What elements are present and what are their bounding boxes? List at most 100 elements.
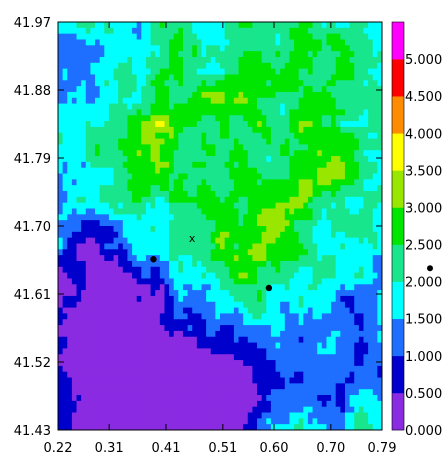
field-cell — [187, 91, 193, 99]
x-tick-label: 0.41 — [152, 441, 181, 456]
field-cell — [99, 418, 105, 425]
field-cell — [289, 290, 295, 297]
field-cell — [196, 231, 203, 239]
field-cell — [206, 342, 212, 349]
field-cell — [164, 132, 170, 140]
field-cell — [298, 22, 304, 29]
field-cell — [169, 91, 175, 99]
field-cell — [284, 126, 291, 134]
field-cell — [298, 406, 304, 414]
field-cell — [196, 255, 203, 262]
field-cell — [178, 132, 184, 140]
field-cell — [257, 27, 263, 35]
field-cell — [331, 249, 337, 256]
field-cell — [335, 156, 341, 163]
field-cell — [164, 68, 170, 76]
field-cell — [344, 91, 351, 99]
field-cell — [344, 319, 351, 326]
field-cell — [122, 272, 129, 280]
field-cell — [90, 150, 96, 157]
field-cell — [220, 144, 226, 151]
field-cell — [187, 237, 193, 245]
field-cell — [95, 395, 101, 402]
field-cell — [289, 179, 295, 186]
field-cell — [67, 371, 73, 379]
field-cell — [192, 290, 198, 297]
field-cell — [252, 109, 258, 116]
field-cell — [58, 97, 64, 105]
field-cell — [210, 365, 216, 373]
field-cell — [150, 295, 156, 303]
field-cell — [136, 400, 142, 408]
field-cell — [192, 45, 198, 52]
field-cell — [238, 371, 244, 379]
field-cell — [335, 348, 341, 355]
field-cell — [90, 156, 96, 163]
field-cell — [312, 255, 318, 262]
field-cell — [192, 80, 198, 87]
field-cell — [141, 278, 147, 285]
field-cell — [372, 179, 378, 186]
field-cell — [335, 150, 341, 157]
field-cell — [298, 202, 304, 210]
field-cell — [233, 418, 240, 425]
field-cell — [215, 202, 221, 210]
field-cell — [289, 255, 295, 262]
field-cell — [201, 156, 207, 163]
field-cell — [169, 231, 175, 239]
field-cell — [252, 266, 258, 274]
field-cell — [307, 325, 314, 332]
field-cell — [349, 325, 355, 332]
field-cell — [307, 290, 314, 297]
field-cell — [58, 39, 64, 46]
field-cell — [247, 307, 253, 315]
field-cell — [257, 74, 263, 81]
field-cell — [215, 424, 221, 430]
field-cell — [233, 354, 240, 361]
field-cell — [81, 97, 87, 105]
field-cell — [159, 179, 166, 186]
field-cell — [303, 132, 309, 140]
field-cell — [81, 325, 87, 332]
field-cell — [192, 383, 198, 390]
field-cell — [270, 325, 277, 332]
field-cell — [76, 138, 82, 145]
field-cell — [71, 208, 78, 215]
field-cell — [196, 342, 203, 349]
field-cell — [243, 62, 249, 70]
field-cell — [229, 226, 235, 233]
field-cell — [71, 383, 78, 390]
field-cell — [90, 330, 96, 338]
field-cell — [136, 319, 142, 326]
field-cell — [275, 243, 281, 250]
field-cell — [141, 80, 147, 87]
field-cell — [95, 33, 101, 41]
field-cell — [215, 109, 221, 116]
field-cell — [321, 249, 328, 256]
field-cell — [294, 290, 300, 297]
field-cell — [150, 313, 156, 320]
field-cell — [233, 179, 240, 186]
field-cell — [113, 260, 119, 268]
field-cell — [326, 336, 332, 344]
field-cell — [220, 86, 226, 93]
field-cell — [280, 109, 286, 116]
field-cell — [173, 74, 179, 81]
field-cell — [224, 418, 230, 425]
field-cell — [275, 115, 281, 122]
field-cell — [238, 80, 244, 87]
field-cell — [136, 103, 142, 111]
field-cell — [252, 395, 258, 402]
field-cell — [270, 80, 277, 87]
field-cell — [238, 121, 244, 128]
field-cell — [71, 243, 78, 250]
field-cell — [312, 348, 318, 355]
field-cell — [335, 27, 341, 35]
field-cell — [155, 412, 161, 419]
field-cell — [104, 313, 110, 320]
field-cell — [358, 191, 365, 198]
field-cell — [252, 400, 258, 408]
field-cell — [233, 39, 240, 46]
field-cell — [349, 202, 355, 210]
field-cell — [317, 185, 323, 192]
